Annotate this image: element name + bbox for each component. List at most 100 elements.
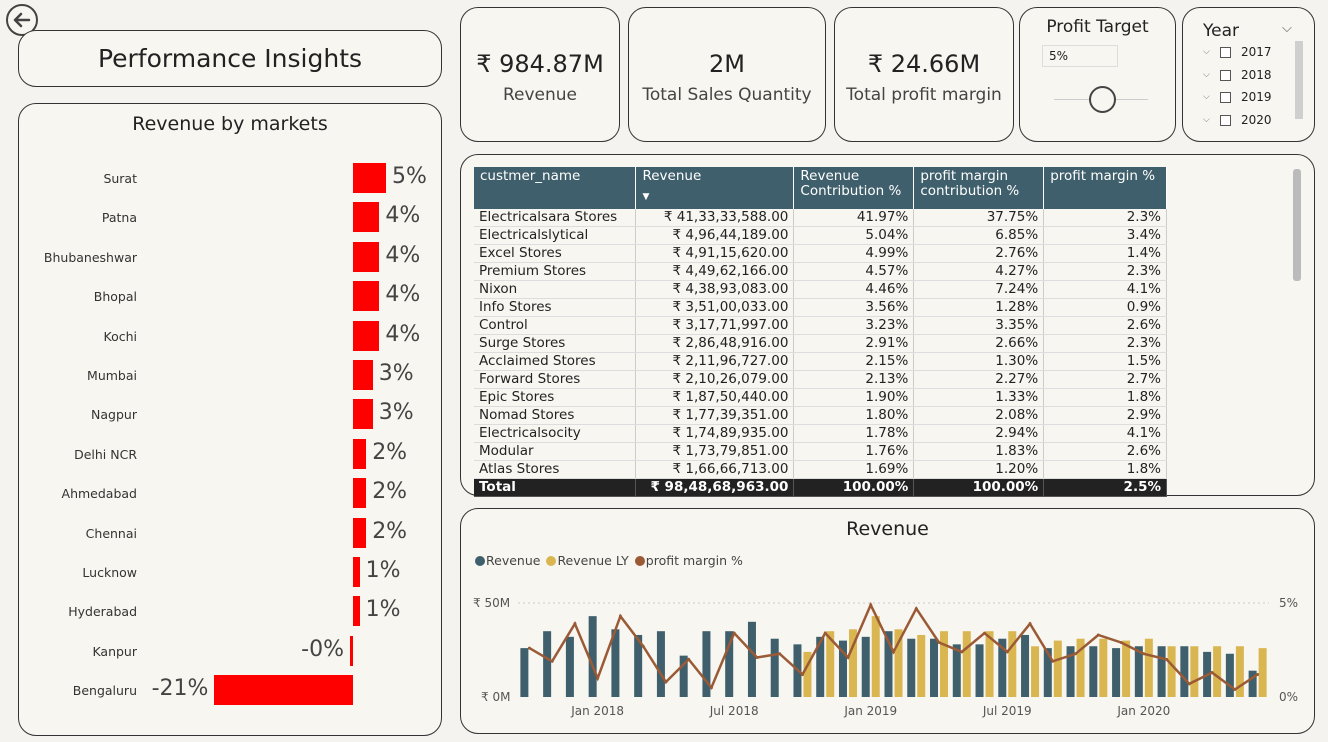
revenue-bar[interactable] bbox=[1112, 648, 1121, 697]
revenue-ly-bar[interactable] bbox=[826, 631, 835, 697]
market-bar[interactable] bbox=[353, 517, 367, 548]
market-bar[interactable] bbox=[353, 281, 380, 312]
profit-margin-point[interactable] bbox=[1165, 657, 1169, 661]
revenue-bar[interactable] bbox=[747, 621, 756, 697]
revenue-bar[interactable] bbox=[543, 631, 552, 697]
market-bar-row[interactable]: Chennai 2% bbox=[19, 517, 443, 548]
market-bar[interactable] bbox=[353, 478, 367, 509]
market-bar-row[interactable]: Nagpur 3% bbox=[19, 399, 443, 430]
profit-margin-point[interactable] bbox=[573, 622, 577, 626]
column-header[interactable]: Revenue ▼ bbox=[635, 167, 795, 209]
profit-margin-point[interactable] bbox=[892, 650, 895, 654]
revenue-bar[interactable] bbox=[588, 616, 597, 697]
chevron-down-icon[interactable]: ⌵ bbox=[1203, 70, 1210, 80]
revenue-bar[interactable] bbox=[656, 631, 665, 697]
market-bar-row[interactable]: Mumbai 3% bbox=[19, 360, 443, 390]
market-bar-row[interactable]: Bhubaneshwar 4% bbox=[19, 241, 443, 272]
revenue-bar[interactable] bbox=[702, 631, 711, 697]
revenue-bar[interactable] bbox=[998, 638, 1007, 697]
profit-margin-point[interactable] bbox=[937, 640, 941, 644]
revenue-bar[interactable] bbox=[884, 631, 893, 697]
revenue-bar[interactable] bbox=[1248, 670, 1257, 697]
legend-item[interactable]: Revenue LY bbox=[546, 553, 629, 568]
revenue-bar[interactable] bbox=[838, 640, 847, 697]
profit-margin-point[interactable] bbox=[1096, 633, 1100, 637]
table-total-row[interactable]: Total ₹ 98,48,68,963.00 100.00% 100.00% 2.5% bbox=[474, 478, 1167, 497]
column-header[interactable]: profit margin contribution % bbox=[913, 167, 1045, 209]
revenue-bar[interactable] bbox=[1134, 646, 1143, 697]
profit-margin-point[interactable] bbox=[664, 680, 668, 684]
table-row[interactable]: Forward Stores ₹ 2,10,26,079.00 2.13% 2.27%… bbox=[474, 370, 1167, 389]
revenue-bar[interactable] bbox=[975, 644, 984, 697]
revenue-bar[interactable] bbox=[907, 638, 916, 697]
market-bar[interactable] bbox=[353, 596, 360, 627]
market-bar[interactable] bbox=[353, 241, 380, 272]
year-option[interactable]: ⌵ 2020 bbox=[1203, 111, 1272, 129]
revenue-bar[interactable] bbox=[1043, 648, 1052, 697]
market-bar[interactable] bbox=[353, 163, 386, 193]
market-bar[interactable] bbox=[214, 675, 353, 706]
scrollbar[interactable] bbox=[1295, 41, 1303, 119]
profit-target-input[interactable]: 5% bbox=[1042, 45, 1118, 67]
revenue-ly-bar[interactable] bbox=[1213, 646, 1222, 697]
profit-margin-point[interactable] bbox=[778, 652, 782, 656]
market-bar[interactable] bbox=[353, 557, 360, 587]
column-header[interactable]: custmer_name bbox=[474, 167, 637, 209]
market-bar[interactable] bbox=[353, 399, 373, 430]
table-row[interactable]: Acclaimed Stores ₹ 2,11,96,727.00 2.15% 1.3… bbox=[474, 352, 1167, 371]
profit-margin-point[interactable] bbox=[1256, 672, 1260, 676]
revenue-ly-bar[interactable] bbox=[962, 631, 971, 697]
profit-margin-point[interactable] bbox=[869, 603, 873, 607]
profit-margin-point[interactable] bbox=[846, 656, 850, 660]
chevron-down-icon[interactable]: ⌵ bbox=[1203, 47, 1210, 57]
market-bar-row[interactable]: Patna 4% bbox=[19, 202, 443, 233]
chevron-down-icon[interactable]: ⌵ bbox=[1203, 92, 1210, 102]
revenue-bar[interactable] bbox=[861, 636, 870, 697]
revenue-ly-bar[interactable] bbox=[1099, 638, 1108, 697]
revenue-bar[interactable] bbox=[520, 648, 529, 697]
profit-margin-point[interactable] bbox=[1233, 687, 1237, 691]
table-row[interactable]: Info Stores ₹ 3,51,00,033.00 3.56% 1.28% 0.9… bbox=[474, 298, 1167, 317]
profit-margin-point[interactable] bbox=[1210, 671, 1214, 675]
checkbox[interactable] bbox=[1220, 91, 1231, 103]
profit-margin-point[interactable] bbox=[1187, 682, 1191, 686]
column-header[interactable]: profit margin % bbox=[1043, 167, 1167, 209]
profit-margin-point[interactable] bbox=[618, 614, 622, 618]
market-bar-row[interactable]: Delhi NCR 2% bbox=[19, 438, 443, 469]
chevron-down-icon[interactable]: ⌵ bbox=[1203, 115, 1210, 125]
market-bar-row[interactable]: Kanpur -0% bbox=[19, 635, 443, 666]
market-bar[interactable] bbox=[350, 635, 353, 666]
revenue-bar[interactable] bbox=[565, 636, 574, 697]
profit-margin-point[interactable] bbox=[596, 676, 600, 680]
profit-margin-point[interactable] bbox=[1119, 640, 1123, 644]
profit-margin-point[interactable] bbox=[709, 686, 713, 690]
table-row[interactable]: Electricalsocity ₹ 1,74,89,935.00 1.78% 2.9… bbox=[474, 424, 1167, 443]
revenue-bar[interactable] bbox=[1157, 646, 1166, 697]
revenue-ly-bar[interactable] bbox=[848, 629, 857, 697]
column-header[interactable]: Revenue Contribution % bbox=[793, 167, 915, 209]
profit-margin-point[interactable] bbox=[800, 672, 804, 676]
revenue-ly-bar[interactable] bbox=[1076, 638, 1085, 697]
profit-margin-point[interactable] bbox=[1074, 652, 1078, 656]
revenue-ly-bar[interactable] bbox=[871, 616, 880, 697]
profit-margin-point[interactable] bbox=[732, 631, 736, 635]
revenue-ly-bar[interactable] bbox=[1144, 638, 1153, 697]
revenue-ly-bar[interactable] bbox=[1258, 648, 1267, 697]
profit-margin-point[interactable] bbox=[687, 657, 691, 661]
profit-margin-point[interactable] bbox=[641, 644, 645, 648]
checkbox[interactable] bbox=[1220, 114, 1231, 126]
revenue-bar[interactable] bbox=[952, 644, 961, 697]
revenue-bar[interactable] bbox=[679, 655, 688, 697]
table-row[interactable]: Electricalsara Stores ₹ 41,33,33,588.00 41… bbox=[474, 209, 1167, 227]
profit-margin-point[interactable] bbox=[550, 659, 554, 663]
profit-margin-point[interactable] bbox=[1142, 652, 1146, 656]
market-bar-row[interactable]: Bengaluru -21% bbox=[19, 675, 443, 706]
table-row[interactable]: Atlas Stores ₹ 1,66,66,713.00 1.69% 1.20% 1.… bbox=[474, 460, 1167, 479]
checkbox[interactable] bbox=[1220, 46, 1231, 58]
revenue-ly-bar[interactable] bbox=[985, 631, 994, 697]
back-button[interactable] bbox=[6, 4, 38, 36]
profit-margin-point[interactable] bbox=[1051, 659, 1055, 663]
profit-margin-point[interactable] bbox=[960, 650, 964, 654]
table-row[interactable]: Nixon ₹ 4,38,93,083.00 4.46% 7.24% 4.1% bbox=[474, 280, 1167, 299]
checkbox[interactable] bbox=[1220, 69, 1231, 81]
